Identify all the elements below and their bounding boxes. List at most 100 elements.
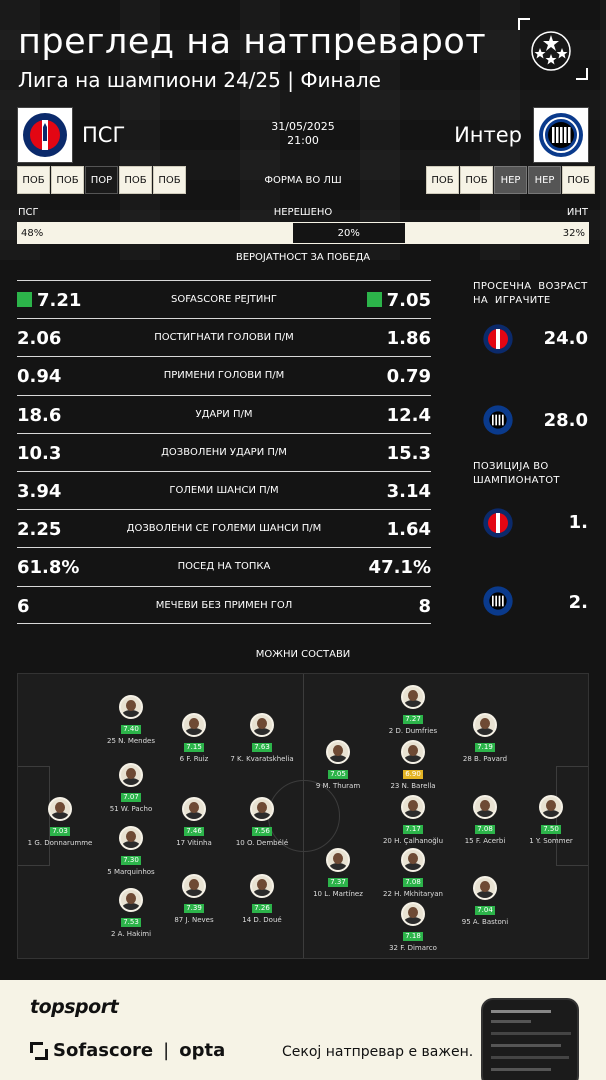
lineup-player: 7.04 95 A. Bastoni [440,876,530,927]
player-rating: 7.37 [328,878,348,887]
player-name: 10 O. Dembélé [235,839,289,847]
topsport-logo: topsport [30,996,119,1018]
match-datetime: 31/05/2025 21:00 [253,120,353,148]
player-name: 1 Y. Sommer [529,837,573,845]
inter-logo [533,107,589,163]
player-name: 20 H. Çalhanoğlu [382,837,444,845]
player-photo [473,713,497,737]
stat-label: ПРИМЕНИ ГОЛОВИ П/М [163,370,285,382]
stat-away-value: 12.4 [386,404,431,426]
lineup-player: 7.30 5 Marquinhos [86,826,176,877]
player-rating: 7.40 [121,725,141,734]
form-result: ПОБ [119,166,152,194]
player-photo [326,848,350,872]
lineup-player: 6.90 23 N. Barella [368,740,458,791]
lineup-player: 7.15 6 F. Ruiz [149,713,239,764]
player-name: 17 Vitinha [176,839,212,847]
position-title-line: ШАМПИОНАТОТ [473,475,560,486]
form-result: ПОБ [153,166,186,194]
stats-table: 7.21 SOFASCORE РЕЈТИНГ 7.05 2.06 ПОСТИГНАТИ … [17,280,431,624]
stat-away-text: 7.05 [386,290,431,311]
player-name: 87 J. Neves [174,916,214,924]
player-name: 5 Marquinhos [107,868,155,876]
home-team-name: ПСГ [82,123,126,147]
prob-away-label: ИНТ [566,207,588,218]
player-name: 2 A. Hakimi [110,930,152,938]
form-result: ПОБ [460,166,493,194]
player-rating: 7.53 [121,918,141,927]
stat-row: 10.3 ДОЗВОЛЕНИ УДАРИ П/М 15.3 [17,432,431,471]
prob-home-label: ПСГ [18,207,39,218]
lineup-player: 7.17 20 H. Çalhanoğlu [368,795,458,846]
player-rating: 7.04 [475,906,495,915]
player-name: 9 M. Thuram [315,782,361,790]
home-form: ПОБ ПОБ ПОР ПОБ ПОБ [17,166,187,194]
away-league-position: 2. [568,592,588,613]
stat-away-value: 1.64 [386,519,431,541]
stat-away-value: 8 [418,595,431,617]
stat-home-value: 61.8% [17,557,80,579]
match-date: 31/05/2025 [271,120,335,133]
player-photo [182,874,206,898]
player-photo [119,695,143,719]
player-photo [48,797,72,821]
age-title-line: ПРОСЕЧНА ВОЗРАСТ [473,281,588,292]
player-rating: 7.56 [252,827,272,836]
player-photo [250,713,274,737]
player-rating: 7.15 [184,743,204,752]
player-rating: 7.39 [184,904,204,913]
lineup-player: 7.18 32 F. Dimarco [368,902,458,953]
age-title: ПРОСЕЧНА ВОЗРАСТ НА ИГРАЧИТЕ [473,280,588,308]
stat-label: SOFASCORE РЕЈТИНГ [170,294,278,305]
player-photo [539,795,563,819]
player-photo [401,685,425,709]
lineup-player: 7.27 2 D. Dumfries [368,685,458,736]
lineup-player: 7.19 28 B. Pavard [440,713,530,764]
player-name: 32 F. Dimarco [389,944,437,952]
lineup-player: 7.07 51 W. Pacho [86,763,176,814]
header-background [0,0,606,260]
inter-crest-icon [483,586,513,616]
psg-crest-icon [483,324,513,354]
stat-home-value: 6 [17,595,30,617]
rating-square-icon [17,292,32,307]
phone-mockup [481,998,579,1080]
tagline: Секој натпревар е важен. [282,1044,474,1060]
stat-label: МЕЧЕВИ БЕЗ ПРИМЕН ГОЛ [155,599,293,611]
position-title-line: ПОЗИЦИЈА ВО [473,461,549,472]
stat-row: 2.25 ДОЗВОЛЕНИ СЕ ГОЛЕМИ ШАНСИ П/М 1.64 [17,509,431,547]
player-name: 15 F. Acerbi [464,837,506,845]
form-result: ПОБ [426,166,459,194]
stat-home-value: 0.94 [17,366,62,388]
player-rating: 7.08 [475,825,495,834]
stat-label: ПОСЕД НА ТОПКА [177,561,271,573]
form-result: ПОР [85,166,118,194]
champions-league-logo [518,18,588,80]
player-name: 7 K. Kvaratskhelia [230,755,294,763]
player-rating: 7.46 [184,827,204,836]
lineup-player: 7.46 17 Vitinha [149,797,239,848]
lineup-player: 7.08 22 H. Mkhitaryan [368,848,458,899]
logo-separator: | [163,1040,170,1061]
form-result: НЕР [528,166,561,194]
player-photo [401,795,425,819]
player-rating: 7.17 [403,825,423,834]
home-league-position: 1. [568,512,588,533]
prob-draw-label: НЕРЕШЕНО [273,207,333,218]
stat-row: 7.21 SOFASCORE РЕЈТИНГ 7.05 [17,280,431,318]
form-label: ФОРМА ВО ЛШ [264,175,342,186]
stat-home-value: 18.6 [17,404,62,426]
player-rating: 7.05 [328,770,348,779]
stat-away-value: 15.3 [386,442,431,464]
player-photo [119,888,143,912]
player-name: 51 W. Pacho [109,805,153,813]
form-result: ПОБ [51,166,84,194]
player-photo [250,874,274,898]
stat-row: 18.6 УДАРИ П/М 12.4 [17,394,431,433]
lineup-player: 7.37 10 L. Martínez [293,848,383,899]
player-rating: 7.50 [541,825,561,834]
player-rating: 7.18 [403,932,423,941]
away-average-age: 28.0 [543,410,588,431]
stat-label: ГОЛЕМИ ШАНСИ П/М [169,484,279,496]
player-name: 22 H. Mkhitaryan [383,890,443,898]
